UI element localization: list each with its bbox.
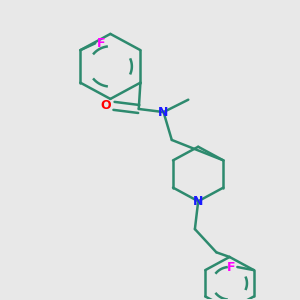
Text: N: N <box>193 195 203 208</box>
Text: N: N <box>158 106 169 118</box>
Text: F: F <box>227 260 236 274</box>
Text: F: F <box>97 37 105 50</box>
Text: O: O <box>100 99 111 112</box>
